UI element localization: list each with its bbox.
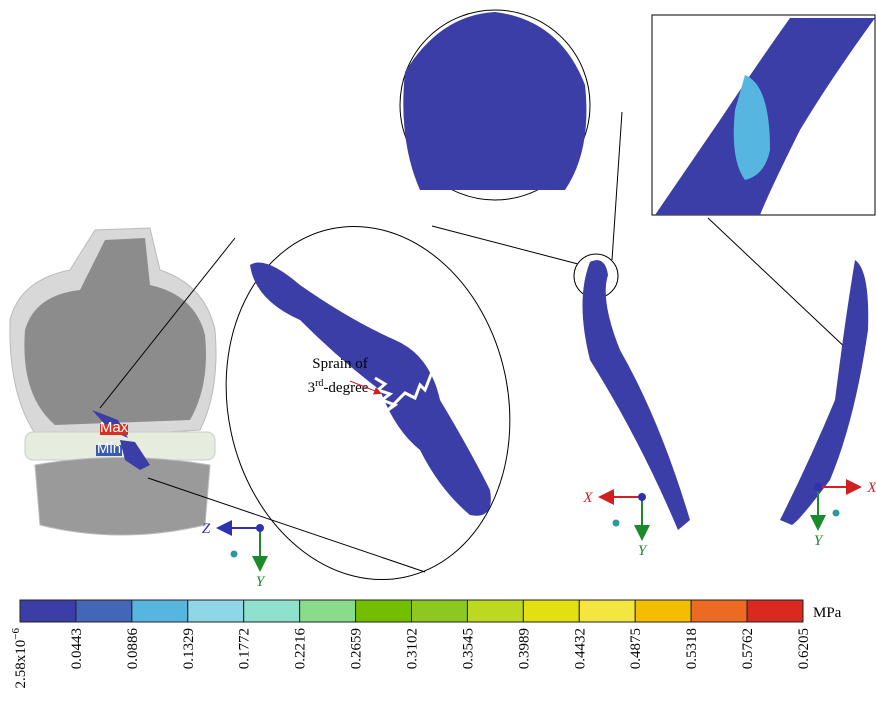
origin	[256, 524, 264, 532]
max-label: Max	[100, 419, 129, 436]
axis-v-label: Y	[256, 574, 266, 590]
colorbar-label: 0.0443	[69, 628, 85, 669]
colorbar-segment	[19, 599, 77, 623]
colorbar-segment	[75, 599, 133, 623]
axis-v-label: Y	[638, 543, 648, 559]
colorbar-label: 0.1329	[181, 628, 197, 669]
colorbar-segment	[411, 599, 468, 623]
annotation-base: 3	[308, 380, 316, 396]
colorbar-segment	[299, 599, 357, 623]
origin	[638, 493, 646, 501]
colorbar-segment	[131, 599, 189, 623]
colorbar: MPa 2.58x10−6 0.0443 0.0886 0.1329 0.1772 0.22…	[10, 599, 842, 689]
annotation-rest: -degree	[323, 380, 368, 396]
colorbar-segment	[355, 599, 413, 623]
colorbar-unit: MPa	[813, 605, 842, 621]
dot	[612, 519, 620, 527]
colorbar-label: 0.3102	[405, 628, 421, 669]
colorbar-segment	[690, 599, 748, 623]
colorbar-label: 0.3545	[460, 628, 476, 669]
axis-h-label: X	[866, 480, 876, 496]
origin	[814, 483, 822, 491]
knee-model: Max Min	[9, 227, 217, 536]
axis-v-label: Y	[814, 533, 824, 549]
axis-triads: Z Y X Y X Y	[202, 479, 876, 590]
colorbar-label: 0.2659	[349, 628, 365, 669]
colorbar-label: 0.2216	[293, 628, 309, 670]
colorbar-label: 0.0886	[125, 628, 141, 670]
label-exp: −6	[10, 628, 22, 640]
axis-h-label: X	[582, 490, 593, 506]
colorbar-segment	[187, 599, 245, 623]
colorbar-label: 0.4875	[628, 628, 644, 669]
label-base: 2.58x10	[13, 640, 29, 689]
colorbar-label: 2.58x10−6	[10, 628, 29, 689]
ligament-right	[780, 260, 869, 525]
colorbar-segment	[634, 599, 692, 623]
callout-lines	[99, 9, 876, 581]
dot	[832, 509, 840, 517]
colorbar-segment	[746, 599, 804, 623]
colorbar-label: 0.3989	[516, 628, 532, 669]
ligament-top	[403, 12, 587, 190]
ligament-zoom	[250, 262, 491, 516]
annotation-line2: 3rd-degree	[308, 378, 369, 396]
min-label: Min	[97, 440, 121, 457]
annotation-line1: Sprain of	[312, 356, 367, 372]
colorbar-label: 0.1772	[237, 628, 253, 669]
colorbar-label: 0.6205	[796, 628, 812, 669]
colorbar-label: 0.5318	[684, 628, 700, 669]
colorbar-segment	[243, 599, 301, 623]
annotation-sup: rd	[315, 378, 323, 389]
colorbar-label: 0.4432	[572, 628, 588, 669]
colorbar-segment	[578, 599, 636, 623]
ligament-mid	[582, 260, 690, 530]
colorbar-segment	[522, 599, 580, 623]
colorbar-segment	[466, 599, 524, 623]
colorbar-label: 0.5762	[740, 628, 756, 669]
axis-h-label: Z	[202, 521, 211, 537]
dot	[230, 550, 238, 558]
